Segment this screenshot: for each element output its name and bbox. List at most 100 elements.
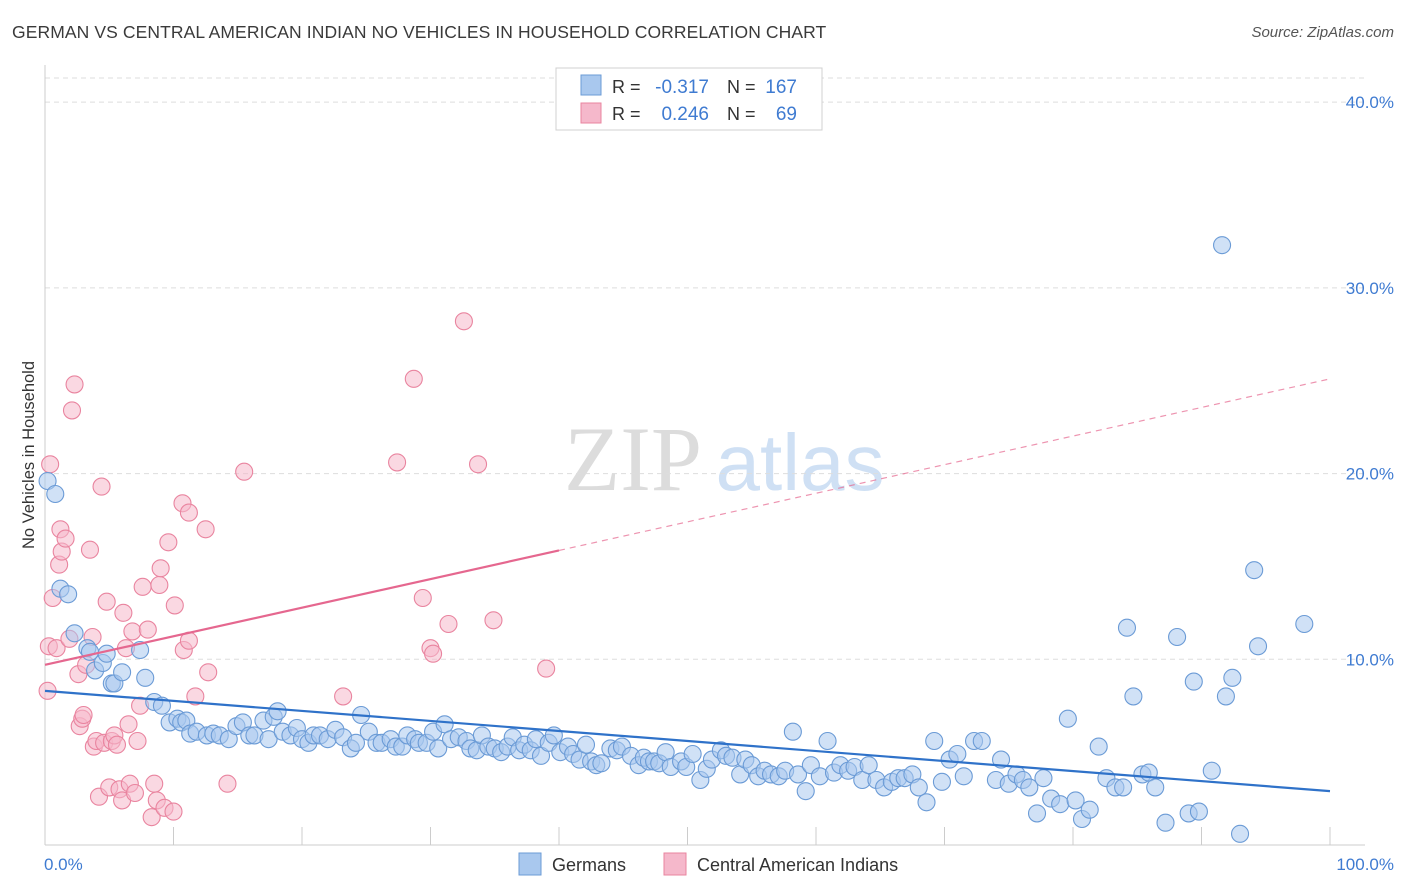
- germans-point: [859, 756, 878, 775]
- central-american-indians-point: [439, 614, 458, 634]
- central-american-indians-point: [138, 620, 157, 639]
- central-american-indians-point: [114, 603, 133, 622]
- watermark-zip: ZIP: [564, 408, 702, 510]
- germans-point: [268, 702, 287, 721]
- chart-title: GERMAN VS CENTRAL AMERICAN INDIAN NO VEH…: [12, 22, 827, 42]
- germans-point: [592, 754, 611, 773]
- germans-point: [1114, 778, 1133, 797]
- germans-point: [1027, 804, 1047, 823]
- germans-point: [65, 624, 84, 643]
- germans-point: [1184, 672, 1203, 691]
- germans-point: [1156, 813, 1175, 832]
- central-american-indians-trend-solid: [44, 549, 560, 666]
- central-american-indians-point: [150, 575, 169, 595]
- germans-point: [954, 767, 973, 786]
- central-american-indians-point: [404, 369, 423, 388]
- r-value-germans: -0.317: [655, 77, 709, 98]
- central-american-indians-point: [484, 611, 503, 630]
- germans-point: [788, 765, 808, 784]
- central-american-indians-point: [56, 529, 75, 548]
- germans-point: [1117, 618, 1137, 637]
- germans-point: [796, 782, 815, 801]
- central-american-indians-point: [218, 774, 237, 793]
- germans-point: [909, 778, 928, 797]
- y-tick-label: 40.0%: [1346, 93, 1394, 112]
- central-american-indians-point: [128, 731, 147, 751]
- central-american-indians-point: [468, 455, 488, 474]
- central-american-indians-point: [537, 659, 556, 678]
- central-american-indians-point: [164, 802, 183, 821]
- germans-points: [38, 236, 1314, 843]
- x-tick-label-max: 100.0%: [1336, 855, 1394, 874]
- n-label-germans: N =: [727, 77, 756, 97]
- r-label-cai: R =: [612, 104, 641, 124]
- legend-swatch-germans: [518, 852, 542, 876]
- germans-point: [683, 744, 702, 764]
- x-tick-labels: 0.0% 100.0%: [44, 855, 1394, 874]
- central-american-indians-point: [199, 663, 218, 682]
- central-american-indians-point: [125, 783, 144, 803]
- central-american-indians-point: [74, 705, 93, 725]
- central-american-indians-point: [142, 808, 161, 827]
- central-american-indians-point: [196, 520, 215, 539]
- germans-point: [1216, 687, 1235, 706]
- germans-point: [59, 585, 78, 604]
- germans-point: [1089, 737, 1108, 756]
- germans-trend: [44, 689, 1331, 793]
- legend-label-germans: Germans: [552, 855, 626, 875]
- germans-point: [1058, 709, 1077, 728]
- germans-point: [46, 484, 65, 504]
- x-tick-label-min: 0.0%: [44, 855, 83, 874]
- n-value-germans: 167: [765, 77, 797, 98]
- y-tick-label: 30.0%: [1346, 279, 1394, 298]
- germans-point: [152, 696, 171, 715]
- central-american-indians-point: [47, 639, 66, 658]
- germans-point: [1189, 802, 1208, 821]
- central-american-indians-point: [133, 577, 152, 596]
- germans-point: [1248, 637, 1268, 656]
- germans-point: [948, 744, 967, 764]
- gridlines: [45, 77, 1365, 660]
- r-value-cai: 0.246: [661, 104, 709, 125]
- central-american-indians-point: [334, 687, 353, 706]
- germans-point: [1202, 761, 1221, 780]
- central-american-indians-point: [413, 588, 432, 608]
- germans-point: [818, 731, 837, 751]
- y-tick-label: 20.0%: [1346, 465, 1394, 484]
- central-american-indians-point: [235, 462, 254, 481]
- n-label-cai: N =: [727, 104, 756, 124]
- legend-label-cai: Central American Indians: [697, 855, 898, 875]
- central-american-indians-point: [80, 540, 100, 559]
- n-value-cai: 69: [776, 104, 797, 125]
- r-label-germans: R =: [612, 77, 641, 97]
- germans-point: [1295, 614, 1314, 634]
- central-american-indians-point: [97, 592, 116, 611]
- germans-point: [1066, 791, 1085, 810]
- axes: [44, 65, 1365, 846]
- germans-point: [783, 722, 802, 741]
- germans-point: [1223, 668, 1242, 687]
- source-label: Source: ZipAtlas.com: [1251, 24, 1394, 41]
- central-american-indians-point: [65, 375, 84, 394]
- germans-point: [1080, 800, 1099, 819]
- germans-point: [136, 668, 155, 687]
- germans-point: [991, 750, 1011, 769]
- germans-point: [917, 793, 936, 812]
- y-tick-label: 10.0%: [1346, 650, 1394, 669]
- central-american-indians-point: [92, 477, 111, 496]
- central-american-indians-point: [123, 622, 142, 641]
- legend-swatch-cai: [663, 852, 687, 876]
- central-american-indians-point: [159, 533, 178, 552]
- central-american-indians-point: [179, 503, 198, 522]
- germans-point: [932, 772, 951, 791]
- germans-point: [1020, 778, 1039, 797]
- central-american-indians-point: [454, 312, 473, 331]
- x-ticks: [44, 827, 1331, 845]
- germans-point: [113, 663, 132, 682]
- germans-point: [97, 644, 116, 663]
- germans-point: [1051, 795, 1070, 814]
- trend-lines: [44, 378, 1331, 793]
- germans-point: [346, 733, 366, 752]
- germans-point: [429, 739, 448, 758]
